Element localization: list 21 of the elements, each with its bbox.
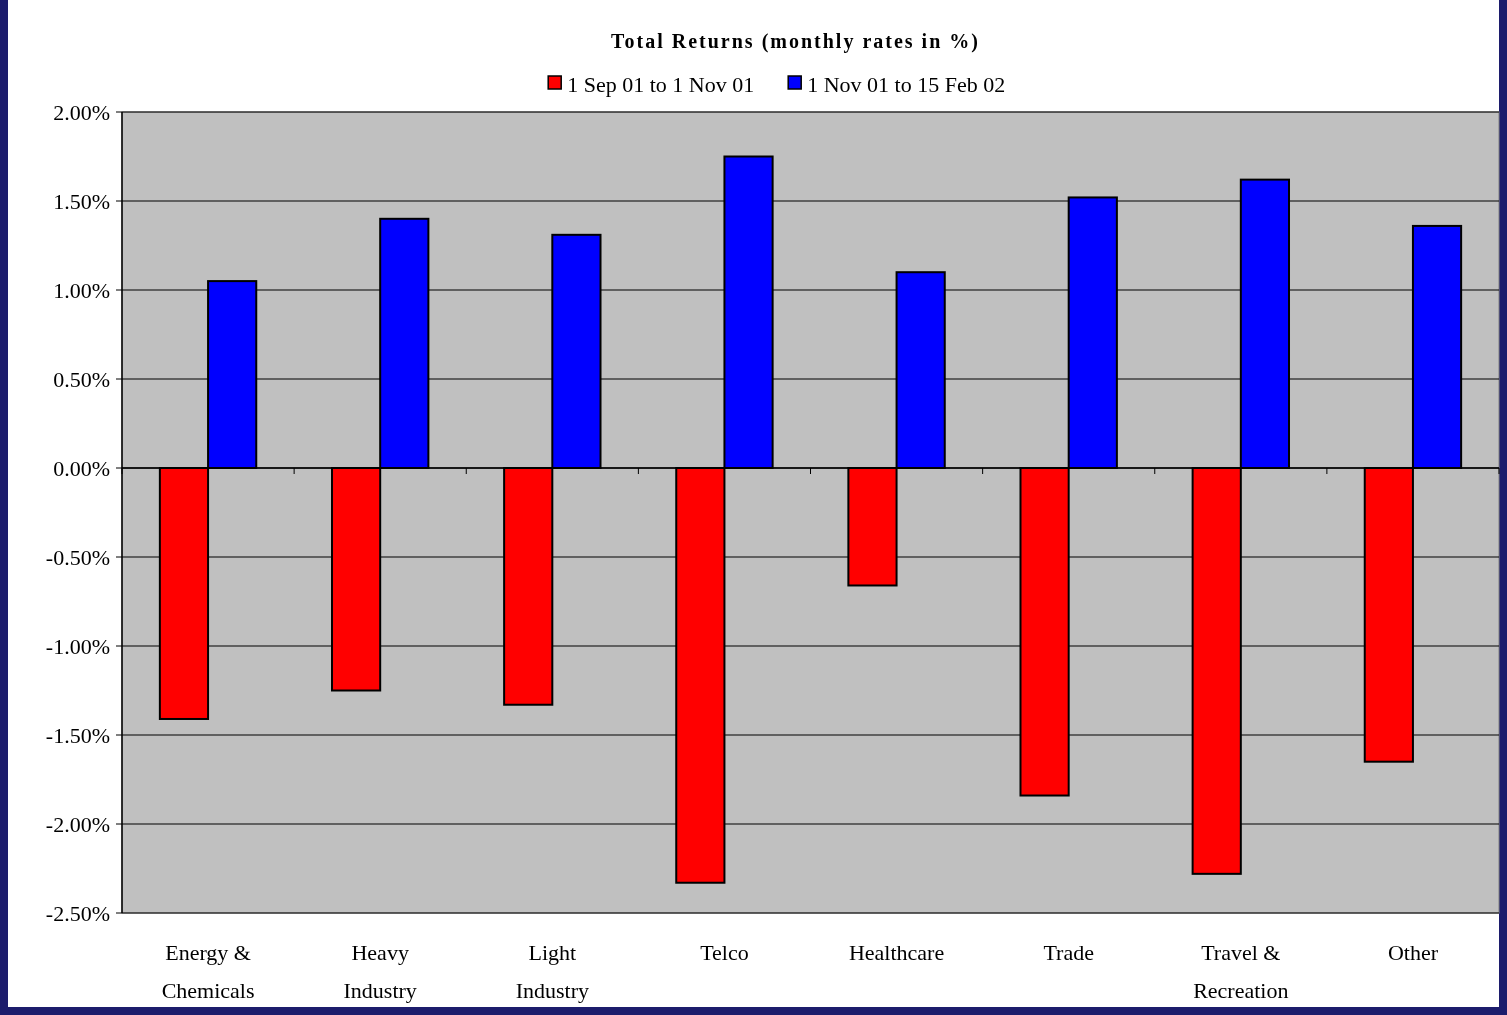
x-tick-label: Trade	[1043, 940, 1094, 965]
y-tick-label: 0.50%	[53, 366, 110, 392]
y-tick-label: -0.50%	[45, 544, 110, 570]
y-tick-label: 1.00%	[53, 277, 110, 303]
y-tick-label: 1.50%	[53, 188, 110, 214]
y-tick-label: 2.00%	[53, 99, 110, 125]
x-tick-label: Healthcare	[848, 940, 945, 965]
legend-label: 1 Sep 01 to 1 Nov 01	[567, 71, 755, 97]
x-tick-label: Energy & Chemicals	[161, 940, 255, 1003]
x-tick-label: Travel & Recreation	[1193, 940, 1289, 1003]
x-tick-label: Telco	[700, 940, 749, 965]
y-tick-label: -2.00%	[45, 811, 110, 837]
x-tick-label: Heavy Industry	[343, 940, 417, 1003]
x-tick-label: Light Industry	[515, 940, 589, 1003]
legend-label: 1 Nov 01 to 15 Feb 02	[807, 71, 1006, 97]
chart-title: Total Returns (monthly rates in %)	[611, 30, 980, 53]
y-tick-label: -1.50%	[45, 722, 110, 748]
y-tick-label: 0.00%	[53, 455, 110, 481]
x-tick-label: Other	[1387, 940, 1439, 965]
y-tick-label: -2.50%	[45, 900, 110, 926]
y-tick-label: -1.00%	[45, 633, 110, 659]
